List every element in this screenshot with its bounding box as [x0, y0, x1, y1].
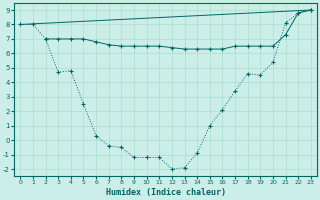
X-axis label: Humidex (Indice chaleur): Humidex (Indice chaleur) [106, 188, 226, 197]
